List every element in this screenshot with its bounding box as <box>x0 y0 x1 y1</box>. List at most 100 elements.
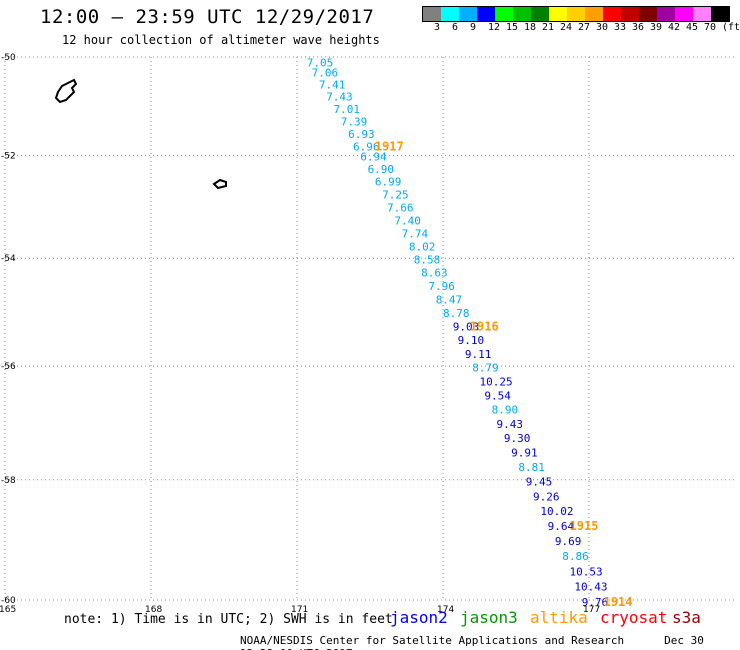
swh-point-label: 9.91 <box>511 447 537 460</box>
color-scale-label: 6 <box>452 22 459 33</box>
page-subtitle: 12 hour collection of altimeter wave hei… <box>62 33 380 47</box>
pass-time-labels: 1917 1916 1915 1914 <box>375 139 633 609</box>
swh-point-label: 8.58 <box>414 253 441 266</box>
color-scale-label: 3 <box>434 22 441 33</box>
legend-cryosat: cryosat <box>600 608 668 627</box>
color-swatch-11 <box>621 7 639 21</box>
swh-point-label: 7.43 <box>326 91 353 104</box>
footer-credit: NOAA/NESDIS Center for Satellite Applica… <box>240 634 740 650</box>
color-swatch-6 <box>531 7 549 21</box>
pass-time-label: 1915 <box>570 519 599 533</box>
color-scale-label: (ft) <box>722 22 740 33</box>
color-scale-label: 42 <box>668 22 681 33</box>
lat-tick-label: -52 <box>1 151 16 161</box>
swh-point-label: 7.41 <box>319 79 346 92</box>
lat-tick-label: -56 <box>1 362 16 372</box>
swh-point-label: 10.53 <box>570 565 603 578</box>
color-swatch-7 <box>549 7 567 21</box>
page-title: 12:00 – 23:59 UTC 12/29/2017 <box>40 6 375 28</box>
color-scale-label: 9 <box>470 22 477 33</box>
campbell-island <box>54 78 78 104</box>
color-swatch-0 <box>423 7 441 21</box>
color-swatch-2 <box>459 7 477 21</box>
swh-point-label: 6.93 <box>348 128 375 141</box>
credit-text: NOAA/NESDIS Center for Satellite Applica… <box>240 634 625 647</box>
swh-point-label: 7.06 <box>312 66 339 79</box>
small-island <box>212 178 227 190</box>
swh-point-label: 6.96 <box>353 140 380 153</box>
color-scale-label: 33 <box>614 22 627 33</box>
swh-point-label: 6.99 <box>375 176 402 189</box>
color-swatch-12 <box>639 7 657 21</box>
swh-point-label: 6.94 <box>360 150 387 163</box>
swh-point-label: 10.43 <box>574 581 607 594</box>
color-scale-label: 70 <box>704 22 717 33</box>
lat-tick-label: -60 <box>1 596 16 606</box>
color-scale-label: 45 <box>686 22 699 33</box>
swh-point-label: 7.05 <box>307 57 334 70</box>
color-swatch-9 <box>585 7 603 21</box>
swh-point-label: 8.79 <box>472 362 499 375</box>
color-swatch-16 <box>711 7 729 21</box>
lon-tick-label: 174 <box>437 605 454 615</box>
lon-tick-label: 165 <box>0 605 16 615</box>
color-scale-label: 27 <box>578 22 591 33</box>
color-swatch-13 <box>657 7 675 21</box>
swh-point-label: 8.86 <box>562 550 589 563</box>
color-swatch-15 <box>693 7 711 21</box>
pass-time-label: 1916 <box>470 319 499 333</box>
swh-point-label: 9.76 <box>582 596 609 609</box>
color-swatch-8 <box>567 7 585 21</box>
swh-point-label: 8.90 <box>492 404 518 417</box>
color-scale-label: 18 <box>524 22 537 33</box>
islands <box>54 78 227 190</box>
lat-tick-label: -50 <box>1 53 16 63</box>
pass-time-label: 1914 <box>604 595 633 609</box>
lat-tick-label: -54 <box>1 254 16 264</box>
swh-point-label: 9.11 <box>465 348 492 361</box>
swh-point-label: 8.02 <box>409 240 436 253</box>
pass-time-label: 1917 <box>375 139 404 153</box>
swh-point-label: 9.43 <box>497 418 524 431</box>
lat-tick-label: -58 <box>1 476 16 486</box>
swh-point-label: 8.63 <box>421 267 448 280</box>
legend-altika: altika <box>530 608 588 627</box>
timestamp-text: Dec 30 13:28:00 UTC 2017 <box>240 634 704 650</box>
lon-tick-label: 171 <box>291 605 308 615</box>
swh-point-label: 8.47 <box>436 293 463 306</box>
swh-point-label: 9.10 <box>458 334 485 347</box>
swh-points: 7.057.067.417.437.017.396.936.966.946.90… <box>307 57 608 610</box>
color-swatch-5 <box>513 7 531 21</box>
swh-point-label: 9.54 <box>484 390 511 403</box>
swh-point-label: 7.25 <box>382 188 409 201</box>
legend-s3a: s3a <box>672 608 701 627</box>
color-scale-label: 12 <box>488 22 501 33</box>
map-grid <box>4 56 735 601</box>
swh-point-label: 7.39 <box>341 115 368 128</box>
swh-point-label: 7.96 <box>428 280 455 293</box>
swh-point-label: 9.26 <box>533 490 560 503</box>
color-swatch-1 <box>441 7 459 21</box>
color-scale-label: 15 <box>506 22 519 33</box>
color-scale-label: 30 <box>596 22 609 33</box>
color-scale-label: 36 <box>632 22 645 33</box>
swh-point-label: 10.02 <box>540 505 573 518</box>
swh-point-label: 9.64 <box>548 520 575 533</box>
swh-point-label: 10.25 <box>480 376 513 389</box>
color-swatch-4 <box>495 7 513 21</box>
footer-note: note: 1) Time is in UTC; 2) SWH is in fe… <box>64 612 393 627</box>
color-scale-label: 24 <box>560 22 573 33</box>
color-scale-label: 39 <box>650 22 663 33</box>
axis-labels: 165 168 171 174 177 -50 -52 -54 -56 -58 -60 <box>0 53 600 615</box>
swh-point-label: 9.03 <box>453 320 480 333</box>
swh-point-label: 9.45 <box>526 476 553 489</box>
legend-jason2: jason2 <box>390 608 448 627</box>
swh-point-label: 7.74 <box>402 227 429 240</box>
swh-point-label: 9.69 <box>555 535 582 548</box>
color-swatch-14 <box>675 7 693 21</box>
swh-point-label: 7.66 <box>387 201 414 214</box>
swh-point-label: 8.78 <box>443 307 470 320</box>
legend-jason3: jason3 <box>460 608 518 627</box>
swh-point-label: 8.81 <box>518 461 545 474</box>
